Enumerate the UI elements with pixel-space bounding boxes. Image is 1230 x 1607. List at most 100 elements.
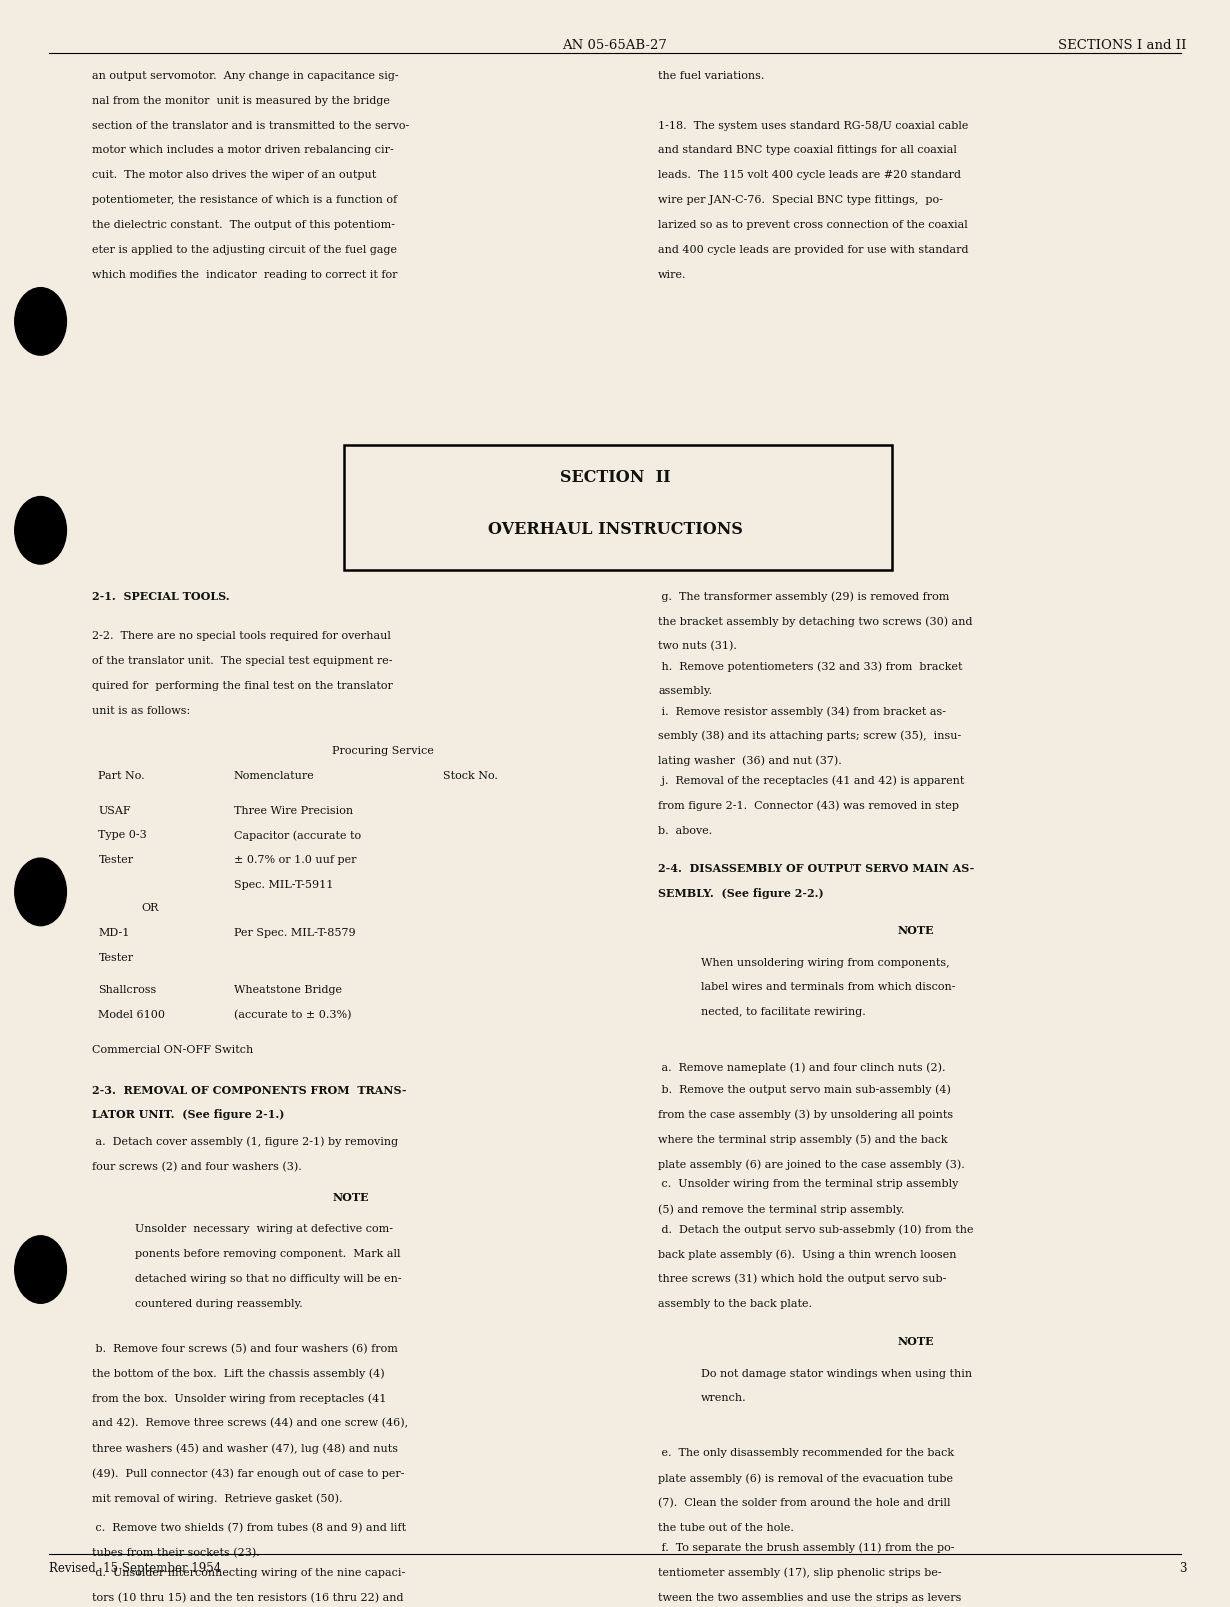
Text: which modifies the  indicator  reading to correct it for: which modifies the indicator reading to … [92, 270, 397, 280]
FancyBboxPatch shape [344, 445, 892, 570]
Text: a.  Remove nameplate (1) and four clinch nuts (2).: a. Remove nameplate (1) and four clinch … [658, 1062, 946, 1073]
Text: leads.  The 115 volt 400 cycle leads are #20 standard: leads. The 115 volt 400 cycle leads are … [658, 170, 961, 180]
Text: Do not damage stator windings when using thin: Do not damage stator windings when using… [701, 1369, 972, 1379]
Text: tors (10 thru 15) and the ten resistors (16 thru 22) and: tors (10 thru 15) and the ten resistors … [92, 1593, 403, 1604]
Text: 3: 3 [1180, 1562, 1187, 1575]
Text: countered during reassembly.: countered during reassembly. [135, 1298, 303, 1308]
Text: where the terminal strip assembly (5) and the back: where the terminal strip assembly (5) an… [658, 1135, 947, 1144]
Text: from figure 2-1.  Connector (43) was removed in step: from figure 2-1. Connector (43) was remo… [658, 800, 959, 812]
Text: mit removal of wiring.  Retrieve gasket (50).: mit removal of wiring. Retrieve gasket (… [92, 1493, 343, 1504]
Text: label wires and terminals from which discon-: label wires and terminals from which dis… [701, 982, 956, 993]
Text: 2-4.  DISASSEMBLY OF OUTPUT SERVO MAIN AS-: 2-4. DISASSEMBLY OF OUTPUT SERVO MAIN AS… [658, 863, 974, 874]
Text: the bottom of the box.  Lift the chassis assembly (4): the bottom of the box. Lift the chassis … [92, 1369, 385, 1379]
Text: cuit.  The motor also drives the wiper of an output: cuit. The motor also drives the wiper of… [92, 170, 376, 180]
Text: lating washer  (36) and nut (37).: lating washer (36) and nut (37). [658, 755, 841, 767]
Text: Stock No.: Stock No. [443, 771, 498, 781]
Text: Revised  15 September 1954: Revised 15 September 1954 [49, 1562, 221, 1575]
Text: Three Wire Precision: Three Wire Precision [234, 805, 353, 816]
Text: i.  Remove resistor assembly (34) from bracket as-: i. Remove resistor assembly (34) from br… [658, 705, 946, 717]
Text: h.  Remove potentiometers (32 and 33) from  bracket: h. Remove potentiometers (32 and 33) fro… [658, 660, 963, 672]
Text: tween the two assemblies and use the strips as levers: tween the two assemblies and use the str… [658, 1593, 962, 1602]
Text: four screws (2) and four washers (3).: four screws (2) and four washers (3). [92, 1162, 303, 1172]
Text: f.  To separate the brush assembly (11) from the po-: f. To separate the brush assembly (11) f… [658, 1543, 954, 1554]
Text: tubes from their sockets (23).: tubes from their sockets (23). [92, 1548, 260, 1559]
Text: e.  The only disassembly recommended for the back: e. The only disassembly recommended for … [658, 1448, 954, 1458]
Text: Tester: Tester [98, 855, 134, 866]
Text: NOTE: NOTE [898, 926, 935, 937]
Text: c.  Unsolder wiring from the terminal strip assembly: c. Unsolder wiring from the terminal str… [658, 1180, 958, 1189]
Text: Shallcross: Shallcross [98, 985, 156, 995]
Text: c.  Remove two shields (7) from tubes (8 and 9) and lift: c. Remove two shields (7) from tubes (8 … [92, 1523, 406, 1533]
Text: g.  The transformer assembly (29) is removed from: g. The transformer assembly (29) is remo… [658, 591, 950, 603]
Text: a.  Detach cover assembly (1, figure 2-1) by removing: a. Detach cover assembly (1, figure 2-1)… [92, 1136, 399, 1147]
Text: the tube out of the hole.: the tube out of the hole. [658, 1523, 793, 1533]
Text: Part No.: Part No. [98, 771, 145, 781]
Text: Model 6100: Model 6100 [98, 1009, 165, 1020]
Circle shape [15, 497, 66, 564]
Text: wrench.: wrench. [701, 1393, 747, 1403]
Text: Wheatstone Bridge: Wheatstone Bridge [234, 985, 342, 995]
Text: ± 0.7% or 1.0 uuf per: ± 0.7% or 1.0 uuf per [234, 855, 357, 866]
Text: eter is applied to the adjusting circuit of the fuel gage: eter is applied to the adjusting circuit… [92, 244, 397, 256]
Text: tentiometer assembly (17), slip phenolic strips be-: tentiometer assembly (17), slip phenolic… [658, 1568, 942, 1578]
Text: AN 05-65AB-27: AN 05-65AB-27 [562, 39, 668, 51]
Text: NOTE: NOTE [332, 1192, 369, 1202]
Text: Spec. MIL-T-5911: Spec. MIL-T-5911 [234, 881, 333, 890]
Text: the fuel variations.: the fuel variations. [658, 71, 764, 80]
Text: plate assembly (6) is removal of the evacuation tube: plate assembly (6) is removal of the eva… [658, 1474, 953, 1483]
Text: Type 0-3: Type 0-3 [98, 831, 148, 840]
Text: USAF: USAF [98, 805, 132, 816]
Text: nected, to facilitate rewiring.: nected, to facilitate rewiring. [701, 1008, 866, 1017]
Text: When unsoldering wiring from components,: When unsoldering wiring from components, [701, 958, 950, 967]
Text: an output servomotor.  Any change in capacitance sig-: an output servomotor. Any change in capa… [92, 71, 399, 80]
Text: and 400 cycle leads are provided for use with standard: and 400 cycle leads are provided for use… [658, 244, 968, 256]
Text: assembly.: assembly. [658, 686, 712, 696]
Text: Nomenclature: Nomenclature [234, 771, 315, 781]
Text: three screws (31) which hold the output servo sub-: three screws (31) which hold the output … [658, 1274, 946, 1284]
Text: 2-3.  REMOVAL OF COMPONENTS FROM  TRANS-: 2-3. REMOVAL OF COMPONENTS FROM TRANS- [92, 1085, 407, 1096]
Text: the bracket assembly by detaching two screws (30) and: the bracket assembly by detaching two sc… [658, 617, 973, 627]
Text: 2-1.  SPECIAL TOOLS.: 2-1. SPECIAL TOOLS. [92, 591, 230, 603]
Text: NOTE: NOTE [898, 1335, 935, 1347]
Text: (7).  Clean the solder from around the hole and drill: (7). Clean the solder from around the ho… [658, 1498, 951, 1509]
Text: potentiometer, the resistance of which is a function of: potentiometer, the resistance of which i… [92, 194, 397, 206]
Circle shape [15, 858, 66, 926]
Circle shape [15, 288, 66, 355]
Text: two nuts (31).: two nuts (31). [658, 641, 737, 651]
Text: j.  Removal of the receptacles (41 and 42) is apparent: j. Removal of the receptacles (41 and 42… [658, 776, 964, 786]
Text: and standard BNC type coaxial fittings for all coaxial: and standard BNC type coaxial fittings f… [658, 146, 957, 156]
Text: from the case assembly (3) by unsoldering all points: from the case assembly (3) by unsolderin… [658, 1109, 953, 1120]
Text: b.  above.: b. above. [658, 826, 712, 836]
Text: plate assembly (6) are joined to the case assembly (3).: plate assembly (6) are joined to the cas… [658, 1159, 964, 1170]
Text: detached wiring so that no difficulty will be en-: detached wiring so that no difficulty wi… [135, 1274, 402, 1284]
Text: b.  Remove four screws (5) and four washers (6) from: b. Remove four screws (5) and four washe… [92, 1343, 399, 1355]
Text: b.  Remove the output servo main sub-assembly (4): b. Remove the output servo main sub-asse… [658, 1085, 951, 1094]
Text: nal from the monitor  unit is measured by the bridge: nal from the monitor unit is measured by… [92, 96, 390, 106]
Text: Unsolder  necessary  wiring at defective com-: Unsolder necessary wiring at defective c… [135, 1225, 394, 1234]
Text: sembly (38) and its attaching parts; screw (35),  insu-: sembly (38) and its attaching parts; scr… [658, 731, 962, 741]
Circle shape [15, 1236, 66, 1303]
Text: Commercial ON-OFF Switch: Commercial ON-OFF Switch [92, 1045, 253, 1054]
Text: MD-1: MD-1 [98, 927, 130, 937]
Text: Capacitor (accurate to: Capacitor (accurate to [234, 831, 360, 840]
Text: back plate assembly (6).  Using a thin wrench loosen: back plate assembly (6). Using a thin wr… [658, 1249, 957, 1260]
Text: unit is as follows:: unit is as follows: [92, 705, 191, 717]
Text: from the box.  Unsolder wiring from receptacles (41: from the box. Unsolder wiring from recep… [92, 1393, 386, 1405]
Text: LATOR UNIT.  (See figure 2-1.): LATOR UNIT. (See figure 2-1.) [92, 1109, 284, 1120]
Text: of the translator unit.  The special test equipment re-: of the translator unit. The special test… [92, 656, 392, 667]
Text: d.  Detach the output servo sub-assebmly (10) from the: d. Detach the output servo sub-assebmly … [658, 1225, 974, 1234]
Text: SECTIONS I and II: SECTIONS I and II [1059, 39, 1187, 51]
Text: (5) and remove the terminal strip assembly.: (5) and remove the terminal strip assemb… [658, 1204, 904, 1215]
Text: OR: OR [141, 903, 159, 913]
Text: section of the translator and is transmitted to the servo-: section of the translator and is transmi… [92, 121, 410, 130]
Text: Procuring Service: Procuring Service [332, 746, 434, 755]
Text: SEMBLY.  (See figure 2-2.): SEMBLY. (See figure 2-2.) [658, 887, 824, 898]
Text: wire per JAN-C-76.  Special BNC type fittings,  po-: wire per JAN-C-76. Special BNC type fitt… [658, 194, 943, 206]
Text: and 42).  Remove three screws (44) and one screw (46),: and 42). Remove three screws (44) and on… [92, 1419, 408, 1429]
Text: assembly to the back plate.: assembly to the back plate. [658, 1298, 812, 1308]
Text: 1-18.  The system uses standard RG-58/U coaxial cable: 1-18. The system uses standard RG-58/U c… [658, 121, 968, 130]
Text: ponents before removing component.  Mark all: ponents before removing component. Mark … [135, 1249, 401, 1258]
Text: (49).  Pull connector (43) far enough out of case to per-: (49). Pull connector (43) far enough out… [92, 1469, 405, 1478]
Text: wire.: wire. [658, 270, 686, 280]
Text: larized so as to prevent cross connection of the coaxial: larized so as to prevent cross connectio… [658, 220, 968, 230]
